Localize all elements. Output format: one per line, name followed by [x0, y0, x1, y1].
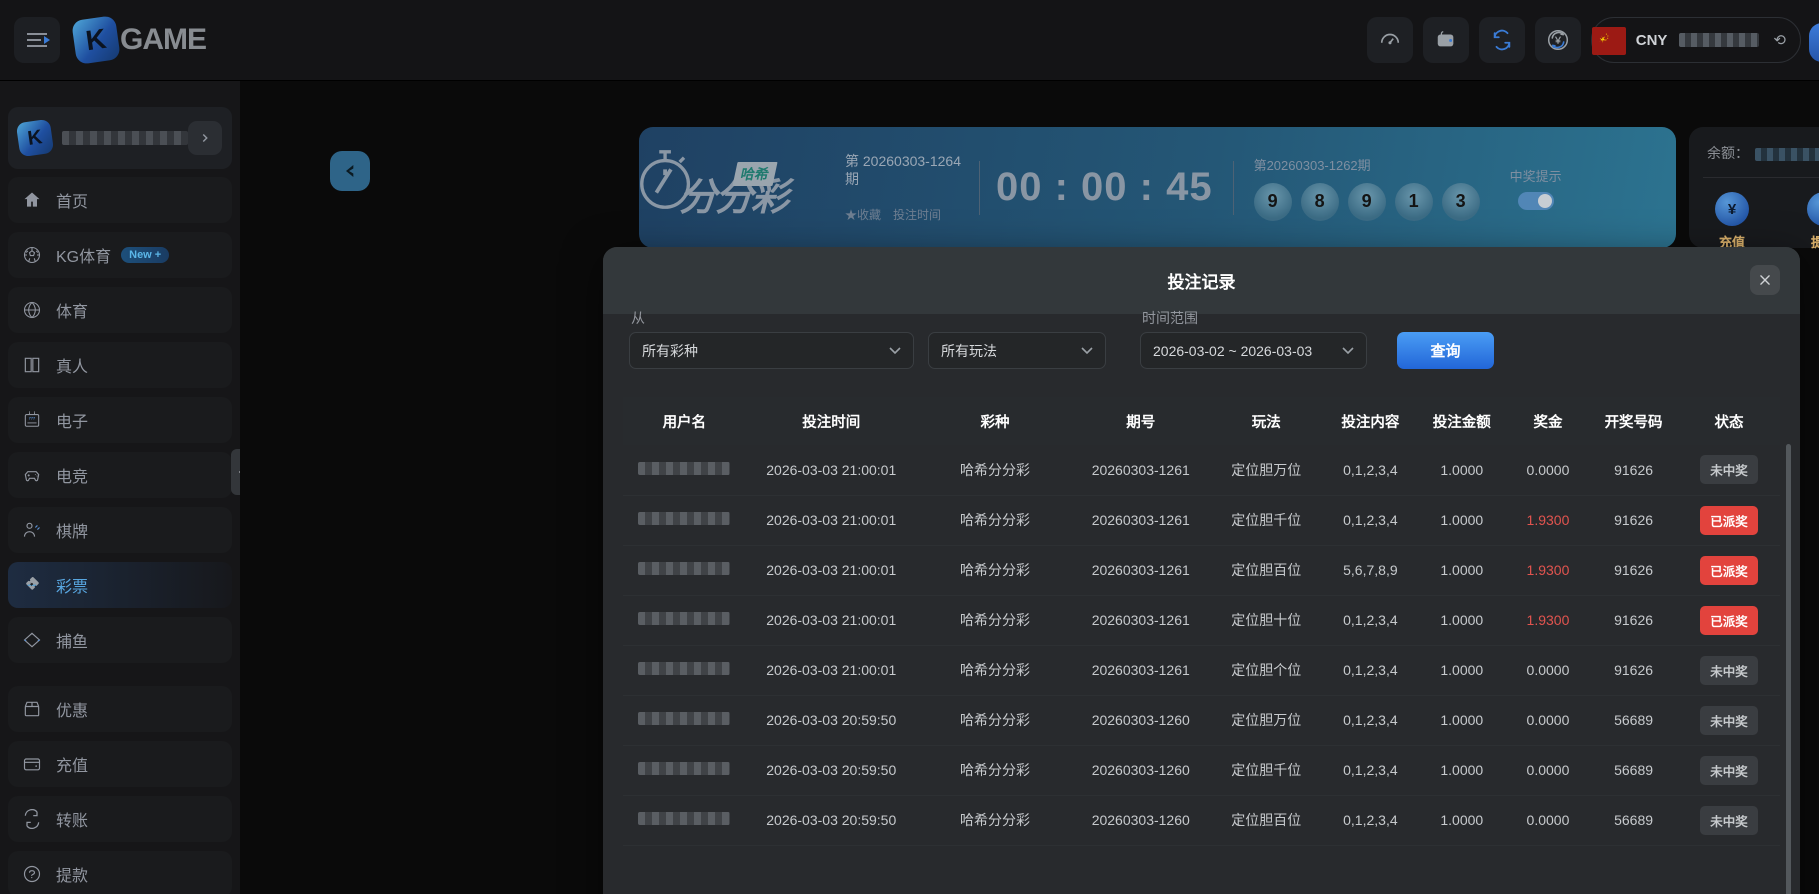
svg-text:777: 777 [29, 416, 35, 420]
svg-text:￥: ￥ [1553, 36, 1562, 46]
